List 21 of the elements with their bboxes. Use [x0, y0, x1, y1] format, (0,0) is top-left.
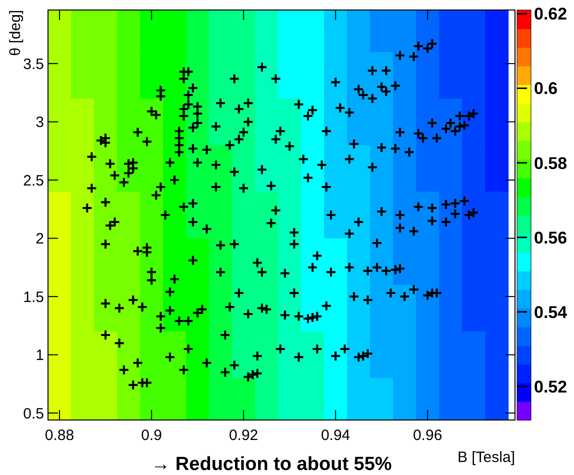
x-axis-title: B [Tesla] — [457, 449, 515, 466]
color-bar-label: 0.54 — [534, 302, 568, 322]
y-tick-label: 0.5 — [23, 405, 44, 422]
y-axis-title: θ [deg] — [7, 10, 24, 56]
color-bar-label: 0.58 — [534, 154, 568, 173]
color-bar-label: 0.52 — [534, 377, 568, 396]
y-tick-label: 2.5 — [23, 172, 44, 190]
x-tick-label: 0.96 — [412, 427, 442, 444]
x-tick-label: 0.88 — [44, 427, 74, 444]
y-tick-label: 3.5 — [23, 56, 44, 73]
y-tick-label: 1 — [36, 347, 44, 364]
text: → Reduction to about 55% — [151, 454, 392, 475]
color-bar-label: 0.6 — [534, 79, 558, 98]
x-tick-label: 0.94 — [320, 427, 350, 444]
y-tick-label: 1.5 — [23, 288, 44, 306]
x-tick-label: 0.9 — [141, 427, 162, 444]
color-bar-label: 0.62 — [534, 4, 568, 24]
color-bar-label: 0.56 — [534, 228, 568, 248]
y-tick-label: 3 — [36, 114, 44, 132]
y-tick-label: 2 — [36, 230, 44, 248]
x-tick-label: 0.92 — [228, 427, 258, 444]
